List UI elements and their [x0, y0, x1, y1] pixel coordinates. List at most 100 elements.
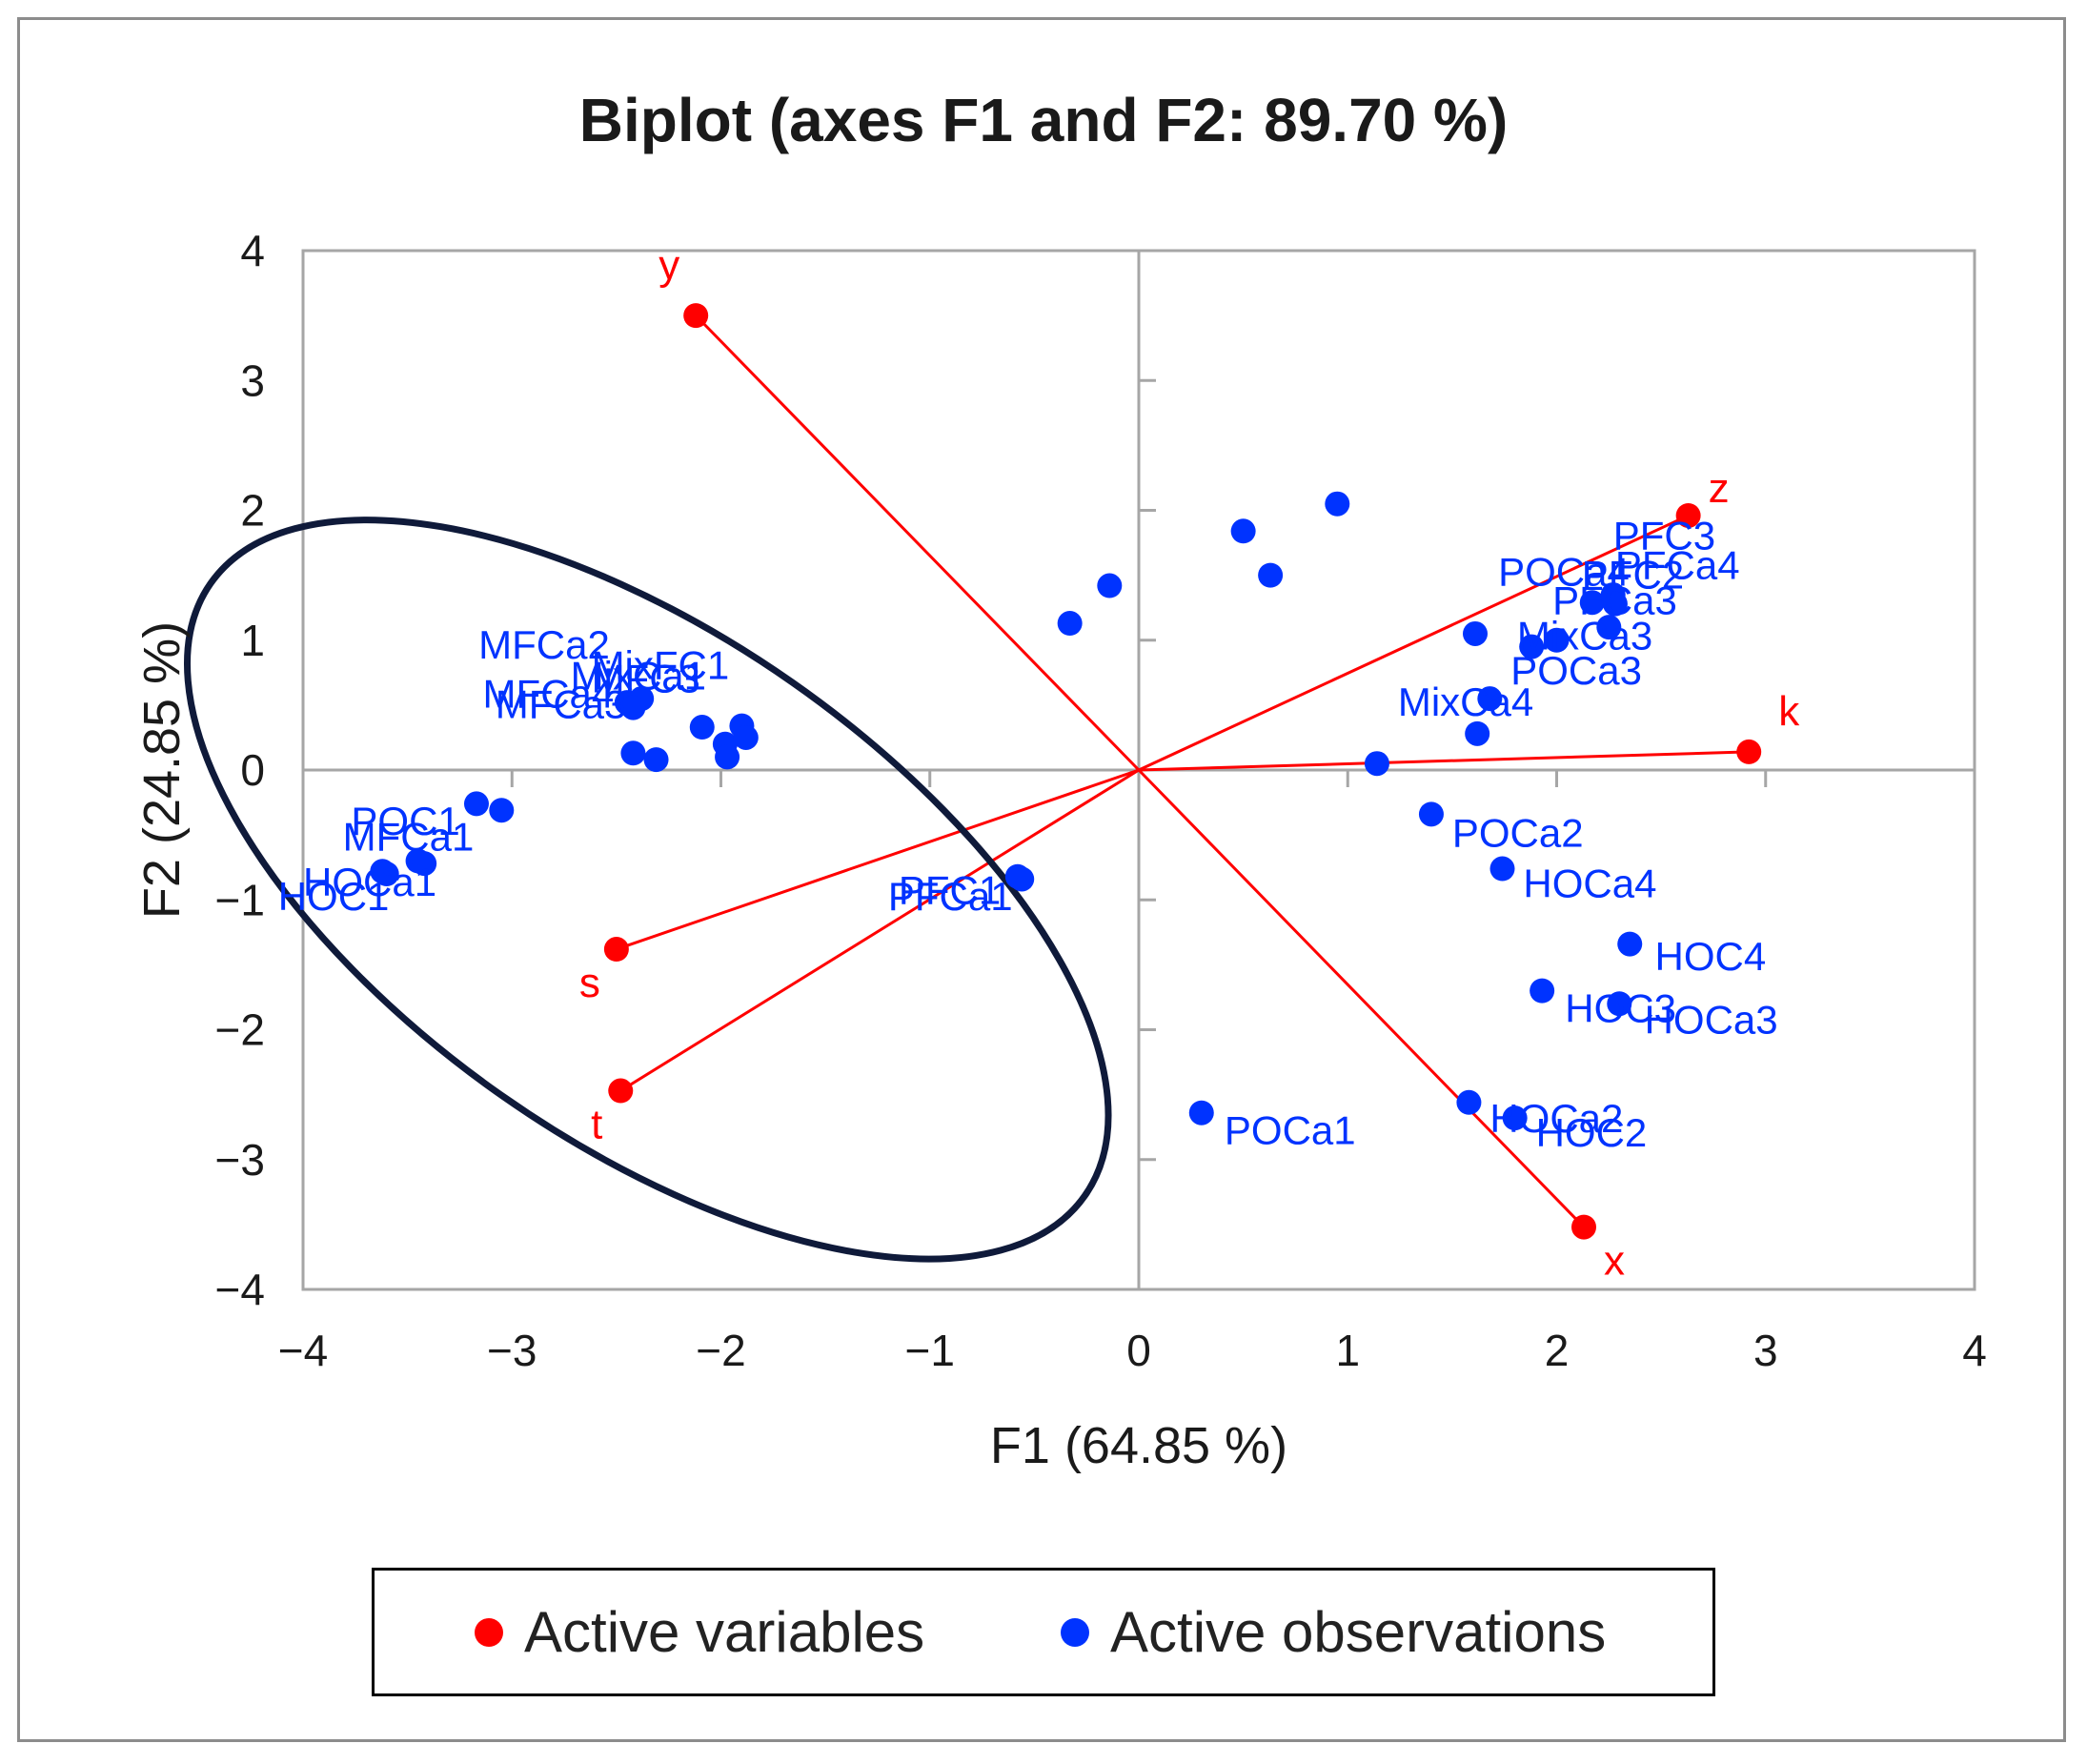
observation-label: POC1: [351, 799, 459, 843]
y-tick-label: −3: [215, 1135, 265, 1185]
observation-label: PFC1: [899, 867, 1001, 912]
observation-point: [1097, 573, 1123, 598]
variable-point-k: [1736, 739, 1762, 764]
x-tick-label: 1: [1335, 1326, 1360, 1375]
observation-point: [1462, 620, 1488, 646]
observation-point: [1519, 634, 1545, 659]
x-tick-label: 2: [1545, 1326, 1570, 1375]
observation-point: [489, 798, 515, 823]
observation-label: MixCa3: [1517, 613, 1652, 658]
variable-label-x: x: [1604, 1238, 1625, 1285]
observation-point: [1602, 591, 1628, 617]
observation-label: MixCa1: [571, 654, 706, 699]
observation-point: [1325, 491, 1350, 517]
observation-label: HOCa1: [303, 860, 436, 904]
variable-vector-z: [1138, 514, 1690, 772]
observation-point: [1188, 1100, 1214, 1125]
variable-label-s: s: [579, 960, 600, 1006]
legend-variable-marker-icon: [475, 1617, 503, 1647]
legend-item-observations: Active observations: [1061, 1571, 1606, 1693]
observation-point: [1502, 1105, 1528, 1131]
y-tick-label: 0: [240, 745, 265, 795]
variable-point-y: [683, 303, 709, 329]
observation-point: [643, 747, 669, 773]
observation-label: PFC3: [1613, 513, 1715, 558]
observation-label: MixFC1: [592, 643, 730, 688]
observation-label: MFCa4: [483, 672, 615, 717]
variable-point-t: [608, 1078, 634, 1104]
observation-point: [620, 695, 646, 720]
y-tick-label: −4: [215, 1265, 265, 1314]
y-tick-label: 2: [240, 486, 265, 536]
variable-label-z: z: [1709, 465, 1730, 512]
legend-observation-marker-icon: [1061, 1617, 1089, 1647]
observation-label: MFC3: [592, 656, 700, 700]
observation-point: [1456, 1089, 1482, 1115]
observation-point: [1057, 611, 1083, 637]
observation-point: [689, 715, 715, 740]
variable-vector-s: [616, 768, 1140, 951]
observation-point: [1530, 978, 1555, 1004]
observation-label: POCa3: [1510, 648, 1642, 693]
observation-point: [374, 862, 399, 886]
observation-point: [412, 851, 437, 877]
chart-title: Biplot (axes F1 and F2: 89.70 %): [579, 86, 1509, 154]
x-tick-label: −2: [696, 1326, 745, 1375]
x-tick-label: 3: [1753, 1326, 1778, 1375]
observation-label: POCa4: [1498, 550, 1630, 595]
observation-label: HOCa3: [1645, 998, 1778, 1043]
observation-label: HOC4: [1655, 934, 1767, 979]
x-tick-label: −1: [905, 1326, 955, 1375]
cluster-ellipse: [184, 517, 1112, 1263]
observation-label: POCa2: [1452, 810, 1584, 855]
y-tick-label: −2: [215, 1005, 265, 1055]
observation-label: PFCa1: [888, 874, 1013, 919]
variable-label-t: t: [591, 1102, 602, 1148]
y-axis-title: F2 (24.85 %): [133, 621, 191, 919]
observation-label: MFCa1: [343, 814, 475, 859]
observation-label: HOCa2: [1489, 1096, 1623, 1141]
observation-label: HOC1: [278, 874, 390, 919]
observation-label: POCa1: [1225, 1107, 1356, 1152]
observation-point: [1364, 751, 1389, 777]
observation-point: [1230, 518, 1256, 544]
y-tick-label: −1: [215, 875, 265, 924]
observation-point: [1544, 627, 1570, 653]
observation-label: HOCa4: [1523, 862, 1656, 906]
legend: Active variables Active observations: [372, 1568, 1715, 1696]
variable-vector-t: [619, 768, 1140, 1092]
variable-point-z: [1675, 502, 1701, 528]
observation-point: [620, 740, 646, 766]
legend-item-variables: Active variables: [475, 1571, 924, 1693]
legend-label-variables: Active variables: [524, 1600, 925, 1664]
observation-label: PFCa3: [1552, 578, 1677, 623]
observation-point: [1418, 801, 1444, 827]
observation-label: PFCa4: [1615, 543, 1740, 588]
variable-point-x: [1571, 1214, 1597, 1240]
variable-label-k: k: [1778, 688, 1800, 735]
x-tick-label: 4: [1962, 1326, 1987, 1375]
variable-vector-k: [1138, 750, 1750, 772]
observation-point: [715, 744, 740, 770]
y-tick-label: 3: [240, 355, 265, 405]
observation-point: [463, 791, 489, 817]
y-tick-label: 4: [240, 226, 265, 275]
observation-point: [1465, 720, 1490, 746]
x-tick-label: −3: [487, 1326, 537, 1375]
observation-label: MFCa3: [496, 682, 627, 727]
variable-point-s: [603, 937, 629, 963]
observation-label: MixCa4: [1398, 679, 1533, 724]
observation-point: [1489, 856, 1515, 882]
observation-point: [1258, 562, 1284, 588]
observation-point: [1607, 991, 1632, 1017]
x-tick-label: 0: [1126, 1326, 1151, 1375]
observation-point: [1579, 590, 1605, 616]
variable-vector-x: [1137, 768, 1586, 1228]
observation-point: [1617, 931, 1643, 957]
x-axis-title: F1 (64.85 %): [990, 1417, 1287, 1474]
observation-label: MFCa2: [478, 622, 610, 667]
variable-label-y: y: [659, 242, 679, 289]
observation-label: HOC3: [1565, 985, 1676, 1030]
observation-label: PFC2: [1582, 552, 1684, 597]
